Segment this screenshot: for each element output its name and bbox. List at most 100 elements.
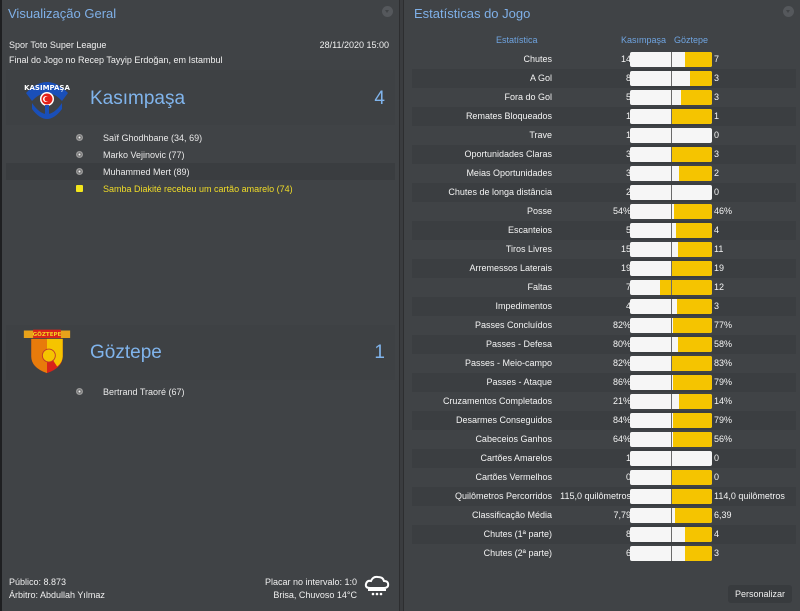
away-team-score: 1: [374, 342, 385, 363]
event-text[interactable]: Saïf Ghodhbane (34, 69): [103, 132, 203, 143]
stats-title: Estatísticas do Jogo: [414, 6, 531, 21]
bar-center-line: [671, 147, 672, 162]
goal-ball-icon: [76, 134, 83, 141]
bar-center-line: [671, 299, 672, 314]
comparison-bar: [630, 261, 712, 276]
event-text[interactable]: Bertrand Traoré (67): [103, 386, 185, 397]
svg-text:KASIMPAŞA: KASIMPAŞA: [24, 84, 70, 92]
bar-center-line: [671, 432, 672, 447]
comparison-bar: [630, 299, 712, 314]
event-text[interactable]: Marko Vejinovic (77): [103, 149, 185, 160]
away-value: 0: [714, 453, 720, 463]
match-datetime: 28/11/2020 15:00: [319, 40, 389, 50]
away-bar-fill: [673, 413, 712, 428]
away-value: 3: [714, 301, 720, 311]
away-bar-fill: [679, 166, 712, 181]
collapse-stats-button[interactable]: [783, 6, 794, 17]
bar-center-line: [671, 451, 672, 466]
stat-label: Desarmes Conseguidos: [455, 415, 552, 425]
bar-center-line: [671, 394, 672, 409]
bar-center-line: [671, 337, 672, 352]
panel-splitter[interactable]: [399, 0, 404, 611]
kasimpasa-logo-icon: KASIMPAŞA: [24, 82, 70, 119]
away-bar-fill: [671, 489, 712, 504]
stat-label: Cruzamentos Completados: [442, 396, 552, 406]
home-value: 4: [625, 301, 631, 311]
comparison-bar: [630, 90, 712, 105]
stat-row: Fora do Gol 5 3: [412, 88, 796, 107]
stat-label: Trave: [529, 130, 552, 140]
home-value: 5: [625, 225, 631, 235]
away-value: 4: [714, 225, 720, 235]
away-value: 3: [714, 548, 720, 558]
rain-cloud-icon: [364, 575, 390, 596]
comparison-bar: [630, 546, 712, 561]
bar-center-line: [671, 90, 672, 105]
stat-label: Impedimentos: [495, 301, 552, 311]
home-value: 21%: [612, 396, 631, 406]
home-column-header[interactable]: Kasımpaşa: [621, 35, 667, 45]
collapse-overview-button[interactable]: [382, 6, 393, 17]
away-value: 79%: [714, 377, 733, 387]
goztepe-logo-icon: GÖZTEPE: [23, 329, 71, 374]
yellow-card-icon: [76, 185, 83, 192]
stat-label: Passes - Defesa: [485, 339, 552, 349]
bar-center-line: [671, 375, 672, 390]
comparison-bar: [630, 185, 712, 200]
away-bar-fill: [671, 356, 712, 371]
home-value: 8: [625, 73, 631, 83]
comparison-bar: [630, 356, 712, 371]
bar-center-line: [671, 546, 672, 561]
event-text[interactable]: Muhammed Mert (89): [103, 166, 190, 177]
bar-center-line: [671, 508, 672, 523]
stat-row: Cartões Vermelhos 0 0: [412, 468, 796, 487]
home-value: 84%: [612, 415, 631, 425]
away-team-name[interactable]: Göztepe: [90, 342, 162, 363]
stat-row: Tiros Livres 15 11: [412, 240, 796, 259]
stat-label: Chutes: [523, 54, 552, 64]
stat-row: Meias Oportunidades 3 2: [412, 164, 796, 183]
stat-row: Oportunidades Claras 3 3: [412, 145, 796, 164]
away-value: 77%: [714, 320, 733, 330]
comparison-bar: [630, 166, 712, 181]
home-value: 115,0 quilômetros: [560, 491, 631, 501]
bar-center-line: [671, 223, 672, 238]
away-bar-fill: [671, 470, 712, 485]
stat-column-header[interactable]: Estatística: [496, 35, 538, 45]
stat-label: Passes - Meio-campo: [464, 358, 552, 368]
customize-button[interactable]: Personalizar: [728, 585, 792, 603]
away-bar-fill: [673, 432, 712, 447]
stat-row: A Gol 8 3: [412, 69, 796, 88]
goal-ball-icon: [76, 168, 83, 175]
away-bar-fill: [673, 375, 712, 390]
home-team-name[interactable]: Kasımpaşa: [90, 88, 186, 109]
home-value: 80%: [612, 339, 631, 349]
stat-row: Passes Concluídos 82% 77%: [412, 316, 796, 335]
home-value: 14: [620, 54, 631, 64]
comparison-bar: [630, 204, 712, 219]
stat-row: Posse 54% 46%: [412, 202, 796, 221]
away-value: 3: [714, 149, 720, 159]
comparison-bar: [630, 413, 712, 428]
comparison-bar: [630, 223, 712, 238]
comparison-bar: [630, 489, 712, 504]
competition-name: Spor Toto Super League: [9, 40, 107, 50]
event-item: Marko Vejinovic (77): [6, 146, 395, 163]
stat-row: Impedimentos 4 3: [412, 297, 796, 316]
home-value: 3: [625, 168, 631, 178]
halftime-score: Placar no intervalo: 1:0: [264, 577, 357, 587]
stat-row: Passes - Defesa 80% 58%: [412, 335, 796, 354]
home-value: 82%: [612, 358, 631, 368]
stat-row: Cartões Amarelos 1 0: [412, 449, 796, 468]
stat-row: Chutes (2ª parte) 6 3: [412, 544, 796, 563]
away-value: 0: [714, 187, 720, 197]
bar-center-line: [671, 489, 672, 504]
bar-center-line: [671, 71, 672, 86]
home-team-header: KASIMPAŞA Kasımpaşa 4: [6, 70, 395, 125]
away-column-header[interactable]: Göztepe: [674, 35, 709, 45]
event-text[interactable]: Samba Diakité recebeu um cartão amarelo …: [103, 183, 293, 194]
comparison-bar: [630, 147, 712, 162]
stat-label: Oportunidades Claras: [464, 149, 552, 159]
home-value: 5: [625, 92, 631, 102]
bar-center-line: [671, 52, 672, 67]
